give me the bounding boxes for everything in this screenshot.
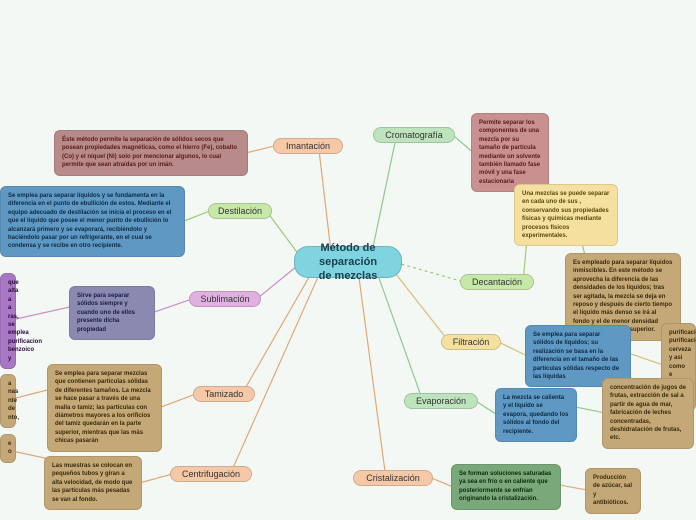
desc-imantacion: Éste método permite la separación de sól… bbox=[54, 130, 248, 176]
desc-centrifugacion: Las muestras se colocan en pequeños tubo… bbox=[44, 456, 142, 510]
desc-tamizado: Se emplea para separar mezclas que conti… bbox=[47, 364, 162, 452]
desc-tamizado-2: a nas nte de nto, bbox=[0, 374, 16, 428]
desc-destilacion: Se emplea para separar líquidos y se fun… bbox=[0, 186, 185, 257]
desc-sublimacion-2: que alta a a ras, se emplea purificacion… bbox=[0, 273, 16, 369]
desc-cristalizacion: Se forman soluciones saturadas ya sea en… bbox=[451, 464, 561, 510]
branch-decantacion[interactable]: Decantación bbox=[460, 274, 534, 290]
center-node[interactable]: Método de separaciónde mezclas bbox=[294, 246, 402, 278]
branch-tamizado[interactable]: Tamizado bbox=[193, 386, 255, 402]
desc-cromatografia: Permite separar los componentes de una m… bbox=[471, 113, 549, 192]
branch-evaporacion[interactable]: Evaporación bbox=[404, 393, 478, 409]
branch-sublimacion[interactable]: Sublimación bbox=[189, 291, 261, 307]
desc-evaporacion-2: concentración de jugos de frutas, extrac… bbox=[602, 378, 694, 449]
branch-centrifugacion[interactable]: Centrifugación bbox=[170, 466, 252, 482]
desc-centrifugacion-2: e o bbox=[0, 434, 16, 463]
branch-cromatografia[interactable]: Cromatografía bbox=[373, 127, 455, 143]
desc-cristalizacion-2: Producción de azúcar, sal y antibióticos… bbox=[585, 468, 641, 514]
branch-imantacion[interactable]: Imantación bbox=[273, 138, 343, 154]
branch-filtracion[interactable]: Filtración bbox=[441, 334, 501, 350]
desc-decantacion: Una mezclas se puede separar en cada uno… bbox=[514, 184, 618, 246]
branch-destilacion[interactable]: Destilación bbox=[208, 203, 272, 219]
desc-sublimacion: Sirve para separar sólidos siempre y cua… bbox=[69, 286, 155, 340]
branch-cristalizacion[interactable]: Cristalización bbox=[353, 470, 433, 486]
desc-evaporacion: La mezcla se calienta y el líquido se ev… bbox=[495, 388, 577, 442]
